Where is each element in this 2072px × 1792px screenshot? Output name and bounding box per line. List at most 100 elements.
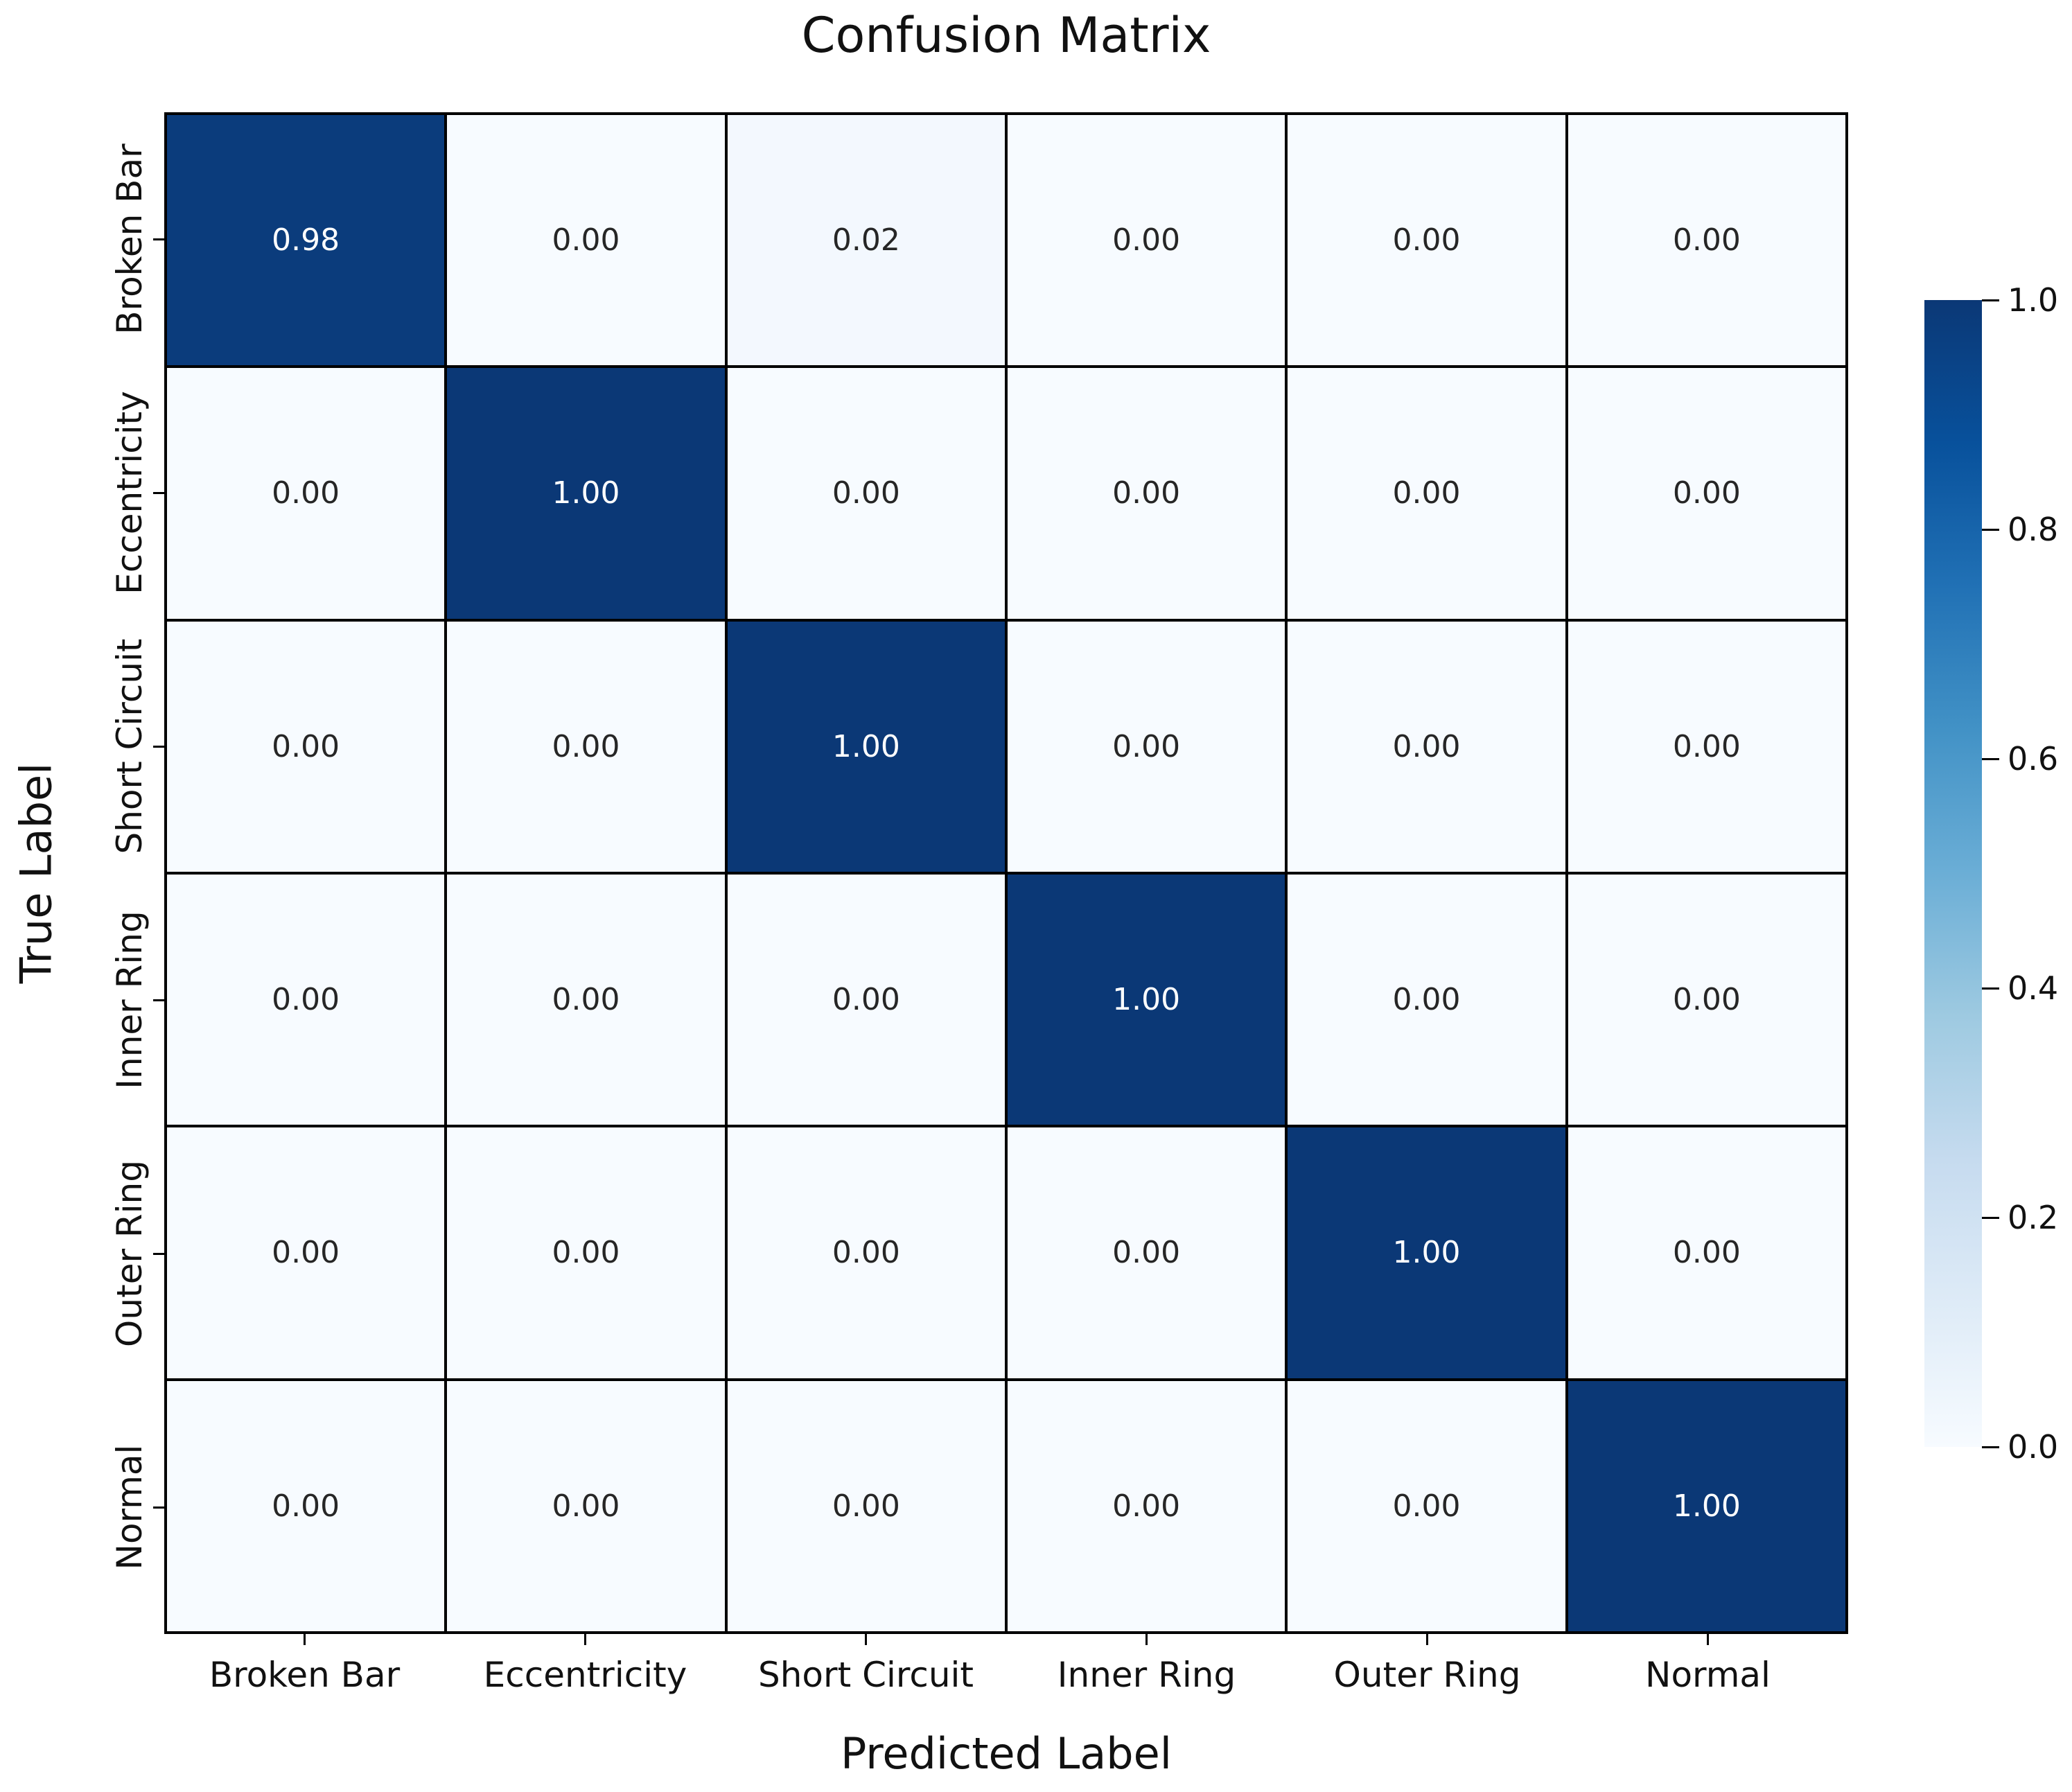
heatmap-cell: 0.00 bbox=[1566, 367, 1847, 620]
heatmap-cell: 0.00 bbox=[446, 1126, 726, 1380]
y-tick-label: Normal bbox=[109, 1444, 150, 1570]
heatmap-cell: 0.00 bbox=[1006, 367, 1287, 620]
chart-title: Confusion Matrix bbox=[801, 7, 1211, 64]
colorbar bbox=[1924, 300, 1982, 1447]
heatmap-cell: 0.00 bbox=[726, 873, 1006, 1127]
cell-value: 0.00 bbox=[1672, 728, 1741, 764]
axis-tick bbox=[1426, 1634, 1428, 1645]
heatmap-cell: 1.00 bbox=[1286, 1126, 1567, 1380]
heatmap-cell: 0.00 bbox=[1286, 367, 1567, 620]
cell-value: 0.00 bbox=[1392, 222, 1461, 258]
y-tick-label: Eccentricity bbox=[109, 391, 150, 595]
cell-value: 0.00 bbox=[1392, 982, 1461, 1018]
cell-value: 0.00 bbox=[1392, 475, 1461, 511]
heatmap-cell: 0.00 bbox=[166, 873, 446, 1127]
heatmap-grid: 0.98 0.00 0.02 0.00 0.00 0.00 0.00 1.00 0.00 0.00… bbox=[164, 112, 1848, 1634]
x-tick-label: Eccentricity bbox=[483, 1655, 687, 1695]
axis-tick bbox=[1982, 1216, 1999, 1219]
cell-value: 1.00 bbox=[1392, 1235, 1461, 1271]
heatmap-cell: 0.00 bbox=[726, 1379, 1006, 1633]
axis-tick bbox=[1982, 987, 1999, 990]
heatmap-cell: 0.00 bbox=[1006, 1126, 1287, 1380]
x-tick-label: Normal bbox=[1645, 1655, 1771, 1695]
heatmap-cell: 0.00 bbox=[1566, 1126, 1847, 1380]
cell-value: 1.00 bbox=[552, 475, 620, 511]
cell-value: 0.00 bbox=[272, 1235, 340, 1271]
heatmap-cell: 0.00 bbox=[1286, 1379, 1567, 1633]
cell-value: 0.00 bbox=[832, 1488, 900, 1524]
colorbar-tick-label: 0.2 bbox=[2008, 1199, 2059, 1236]
cell-value: 0.02 bbox=[832, 222, 900, 258]
cell-value: 0.00 bbox=[1672, 1235, 1741, 1271]
axis-tick bbox=[153, 745, 164, 748]
cell-value: 0.00 bbox=[1112, 728, 1181, 764]
heatmap-cell: 0.00 bbox=[1566, 620, 1847, 873]
heatmap-cell: 1.00 bbox=[446, 367, 726, 620]
y-tick-label: Outer Ring bbox=[109, 1160, 150, 1347]
cell-value: 0.00 bbox=[1672, 222, 1741, 258]
heatmap-cell: 0.00 bbox=[446, 114, 726, 367]
cell-value: 0.00 bbox=[552, 982, 620, 1018]
cell-value: 0.00 bbox=[552, 1235, 620, 1271]
cell-value: 0.00 bbox=[1392, 1488, 1461, 1524]
cell-value: 1.00 bbox=[1672, 1488, 1741, 1524]
x-tick-label: Inner Ring bbox=[1057, 1655, 1236, 1695]
heatmap-cell: 0.00 bbox=[446, 1379, 726, 1633]
cell-value: 0.00 bbox=[832, 1235, 900, 1271]
axis-tick bbox=[1982, 757, 1999, 760]
cell-value: 1.00 bbox=[832, 728, 900, 764]
cell-value: 0.00 bbox=[272, 728, 340, 764]
cell-value: 1.00 bbox=[1112, 982, 1181, 1018]
cell-value: 0.00 bbox=[552, 728, 620, 764]
axis-tick bbox=[865, 1634, 867, 1645]
heatmap-cell: 0.98 bbox=[166, 114, 446, 367]
heatmap-cell: 0.00 bbox=[1566, 114, 1847, 367]
heatmap-cell: 1.00 bbox=[1006, 873, 1287, 1127]
heatmap-cell: 0.00 bbox=[446, 873, 726, 1127]
heatmap-cell: 1.00 bbox=[726, 620, 1006, 873]
heatmap-cell: 0.00 bbox=[166, 367, 446, 620]
cell-value: 0.00 bbox=[272, 475, 340, 511]
heatmap-cell: 0.00 bbox=[1286, 114, 1567, 367]
heatmap-cell: 0.00 bbox=[1286, 620, 1567, 873]
cell-value: 0.00 bbox=[1112, 475, 1181, 511]
cell-value: 0.00 bbox=[1112, 1235, 1181, 1271]
cell-value: 0.00 bbox=[1672, 982, 1741, 1018]
y-axis-label: True Label bbox=[10, 762, 62, 984]
heatmap-cell: 0.00 bbox=[446, 620, 726, 873]
cell-value: 0.00 bbox=[1112, 1488, 1181, 1524]
cell-value: 0.00 bbox=[832, 982, 900, 1018]
axis-tick bbox=[584, 1634, 586, 1645]
cell-value: 0.00 bbox=[832, 475, 900, 511]
cell-value: 0.00 bbox=[1112, 222, 1181, 258]
cell-value: 0.00 bbox=[552, 222, 620, 258]
axis-tick bbox=[1982, 1446, 1999, 1448]
cell-value: 0.00 bbox=[1392, 728, 1461, 764]
axis-tick bbox=[153, 1506, 164, 1509]
heatmap-cell: 0.00 bbox=[166, 1126, 446, 1380]
y-tick-label: Short Circuit bbox=[109, 638, 150, 854]
axis-tick bbox=[1707, 1634, 1709, 1645]
colorbar-tick-label: 0.6 bbox=[2008, 740, 2059, 778]
heatmap-cell: 0.02 bbox=[726, 114, 1006, 367]
heatmap-cell: 0.00 bbox=[166, 1379, 446, 1633]
heatmap-cell: 0.00 bbox=[1006, 1379, 1287, 1633]
x-tick-label: Short Circuit bbox=[757, 1655, 974, 1695]
axis-tick bbox=[1982, 528, 1999, 531]
x-axis-label: Predicted Label bbox=[840, 1728, 1173, 1779]
axis-tick bbox=[153, 491, 164, 494]
colorbar-tick-label: 1.0 bbox=[2008, 281, 2059, 319]
axis-tick bbox=[1982, 299, 1999, 301]
heatmap-cell: 0.00 bbox=[1286, 873, 1567, 1127]
x-tick-label: Broken Bar bbox=[209, 1655, 401, 1695]
cell-value: 0.00 bbox=[552, 1488, 620, 1524]
heatmap-cell: 0.00 bbox=[726, 367, 1006, 620]
heatmap-cell: 0.00 bbox=[1566, 873, 1847, 1127]
axis-tick bbox=[153, 1252, 164, 1255]
axis-tick bbox=[1145, 1634, 1148, 1645]
heatmap-cell: 1.00 bbox=[1566, 1379, 1847, 1633]
y-tick-label: Inner Ring bbox=[109, 911, 150, 1089]
cell-value: 0.98 bbox=[272, 222, 340, 258]
heatmap-cell: 0.00 bbox=[1006, 620, 1287, 873]
